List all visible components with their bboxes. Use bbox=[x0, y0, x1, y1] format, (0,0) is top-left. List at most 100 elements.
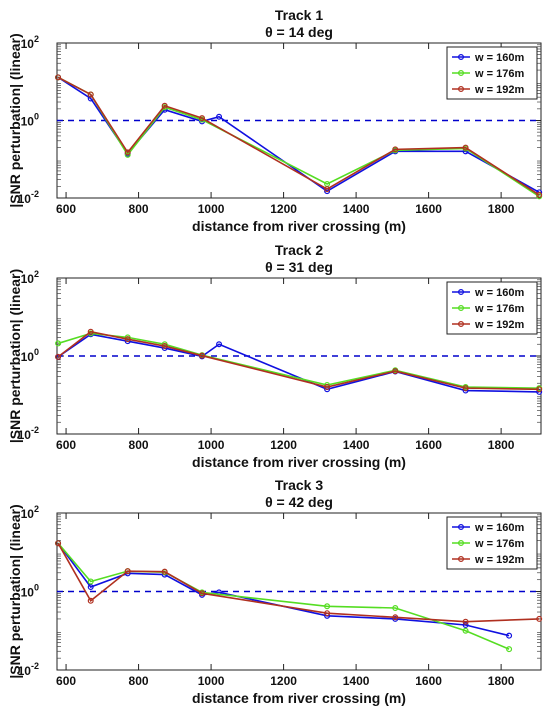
y-tick-label: 100 bbox=[21, 583, 39, 600]
data-point bbox=[392, 604, 399, 611]
y-tick-label-base: 10 bbox=[21, 37, 35, 51]
x-tick-label: 1600 bbox=[415, 202, 442, 216]
legend-marker bbox=[458, 539, 465, 546]
data-point bbox=[216, 113, 223, 120]
data-point bbox=[87, 578, 94, 585]
y-tick-label: 102 bbox=[21, 34, 39, 51]
y-tick-label-base: 10 bbox=[21, 350, 35, 364]
data-point bbox=[216, 341, 223, 348]
chart-title: Track 2 bbox=[275, 242, 323, 258]
data-point bbox=[87, 584, 94, 591]
legend-marker bbox=[458, 289, 465, 296]
x-tick-label: 1400 bbox=[343, 202, 370, 216]
y-tick-label-base: 10 bbox=[21, 115, 35, 129]
y-tick-label-exponent: -2 bbox=[31, 661, 39, 671]
y-tick-label: 10-2 bbox=[18, 189, 39, 206]
data-point bbox=[392, 368, 399, 375]
y-tick-label-exponent: 2 bbox=[34, 269, 39, 279]
data-point bbox=[199, 352, 206, 359]
data-point bbox=[124, 568, 131, 575]
x-tick-label: 1200 bbox=[270, 438, 297, 452]
chart-subtitle: θ = 14 deg bbox=[265, 24, 333, 40]
y-tick-label-base: 10 bbox=[18, 664, 32, 678]
legend-label: w = 176m bbox=[474, 538, 524, 550]
x-tick-label: 800 bbox=[129, 438, 149, 452]
chart-title: Track 3 bbox=[275, 477, 323, 493]
data-point bbox=[55, 353, 62, 360]
x-tick-label: 1600 bbox=[415, 438, 442, 452]
y-tick-label: 10-2 bbox=[18, 425, 39, 442]
chart-subtitle: θ = 31 deg bbox=[265, 259, 333, 275]
data-point bbox=[536, 388, 543, 395]
data-point bbox=[506, 632, 513, 639]
legend-marker bbox=[458, 305, 465, 312]
data-point bbox=[124, 336, 131, 343]
x-tick-label: 600 bbox=[56, 438, 76, 452]
data-point bbox=[324, 603, 331, 610]
x-axis-label: distance from river crossing (m) bbox=[192, 218, 406, 234]
series-line bbox=[57, 333, 540, 393]
data-point bbox=[462, 627, 469, 634]
data-point bbox=[506, 646, 513, 653]
x-axis-label: distance from river crossing (m) bbox=[192, 690, 406, 706]
data-point bbox=[324, 610, 331, 617]
data-point bbox=[392, 146, 399, 153]
x-tick-label: 1600 bbox=[415, 674, 442, 688]
y-tick-label-base: 10 bbox=[21, 507, 35, 521]
x-tick-label: 1000 bbox=[198, 674, 225, 688]
legend-marker bbox=[458, 555, 465, 562]
chart-title: Track 1 bbox=[275, 7, 323, 23]
x-tick-label: 800 bbox=[129, 674, 149, 688]
data-point bbox=[462, 385, 469, 392]
series-3 bbox=[55, 328, 543, 393]
data-point bbox=[199, 590, 206, 597]
legend-label: w = 176m bbox=[474, 303, 524, 315]
legend-label: w = 160m bbox=[474, 287, 524, 299]
x-tick-label: 600 bbox=[56, 674, 76, 688]
x-tick-label: 1800 bbox=[488, 202, 515, 216]
y-tick-label-base: 10 bbox=[21, 586, 35, 600]
y-tick-label: 100 bbox=[21, 112, 39, 129]
data-point bbox=[536, 386, 543, 393]
data-point bbox=[161, 102, 168, 109]
series-line bbox=[57, 76, 540, 196]
y-tick-label-exponent: 0 bbox=[34, 347, 39, 357]
data-point bbox=[536, 615, 543, 622]
legend: w = 160m w = 176m w = 192m bbox=[446, 516, 538, 570]
legend-marker bbox=[458, 523, 465, 530]
legend-label: w = 160m bbox=[474, 522, 524, 534]
series-line bbox=[57, 330, 540, 391]
y-axis-label: |SNR perturbation| (linear) bbox=[7, 33, 23, 207]
data-point bbox=[55, 74, 62, 81]
y-tick-label-exponent: 2 bbox=[34, 34, 39, 44]
series-line bbox=[57, 542, 510, 650]
x-tick-label: 800 bbox=[129, 202, 149, 216]
data-point bbox=[55, 340, 62, 347]
y-axis-label: |SNR perturbation| (linear) bbox=[7, 269, 23, 443]
y-tick-label: 100 bbox=[21, 347, 39, 364]
series-line bbox=[57, 542, 510, 637]
data-point bbox=[462, 144, 469, 151]
x-tick-label: 1400 bbox=[343, 674, 370, 688]
data-point bbox=[87, 597, 94, 604]
legend-label: w = 192m bbox=[474, 84, 524, 96]
series-3 bbox=[55, 74, 543, 198]
legend-label: w = 160m bbox=[474, 52, 524, 64]
y-tick-label-exponent: 0 bbox=[34, 112, 39, 122]
data-point bbox=[87, 328, 94, 335]
data-point bbox=[324, 186, 331, 193]
y-tick-label: 10-2 bbox=[18, 661, 39, 678]
data-point bbox=[392, 614, 399, 621]
x-tick-label: 1000 bbox=[198, 202, 225, 216]
y-tick-label-exponent: -2 bbox=[31, 425, 39, 435]
series-3 bbox=[55, 540, 543, 625]
x-tick-label: 1200 bbox=[270, 674, 297, 688]
x-tick-label: 1400 bbox=[343, 438, 370, 452]
x-tick-label: 1200 bbox=[270, 202, 297, 216]
legend-marker bbox=[458, 53, 465, 60]
y-tick-label: 102 bbox=[21, 504, 39, 521]
y-tick-label-exponent: 0 bbox=[34, 583, 39, 593]
y-tick-label-exponent: 2 bbox=[34, 504, 39, 514]
